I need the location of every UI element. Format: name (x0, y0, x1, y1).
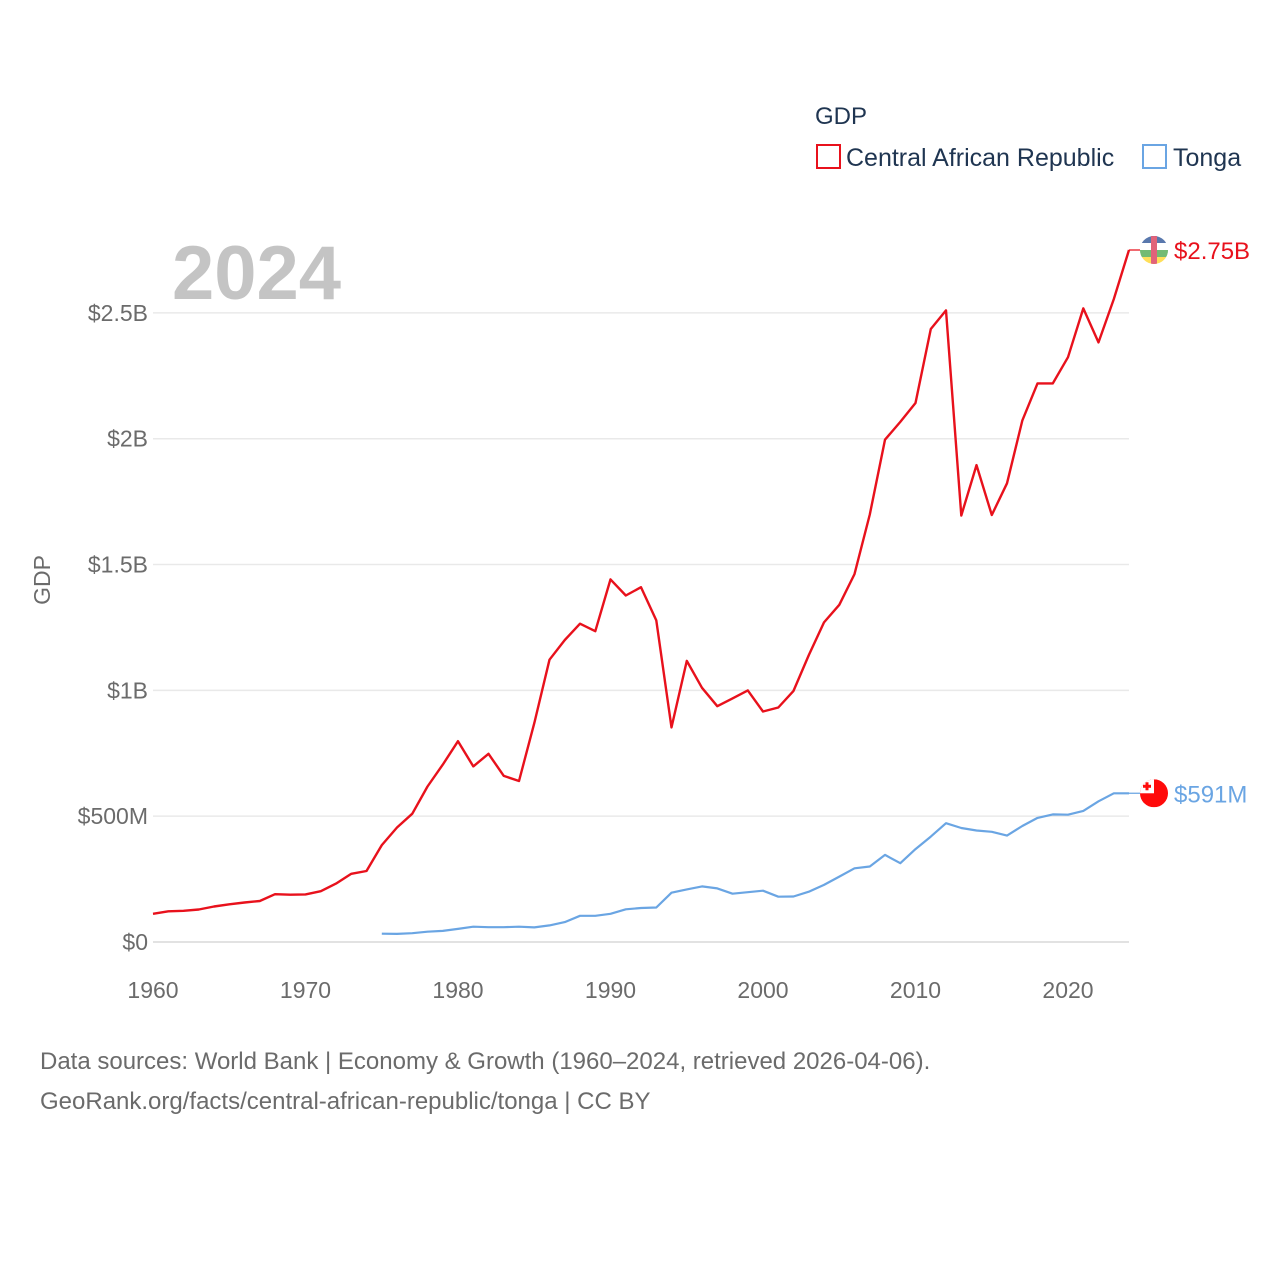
legend-swatch-central-african-republic[interactable] (816, 144, 841, 169)
x-tick-label: 1970 (280, 977, 331, 1003)
x-tick-label: 2010 (890, 977, 941, 1003)
end-value-central-african-republic: $2.75B (1174, 238, 1250, 265)
legend-swatch-tonga[interactable] (1142, 144, 1167, 169)
source-line-2[interactable]: GeoRank.org/facts/central-african-republ… (40, 1088, 651, 1115)
legend-entry-tonga[interactable]: Tonga (1173, 144, 1241, 172)
x-tick-label: 2000 (737, 977, 788, 1003)
x-tick-label: 1980 (432, 977, 483, 1003)
legend-title: GDP (815, 103, 867, 130)
series-line-tonga[interactable] (381, 792, 1129, 936)
y-tick-label: $1.5B (88, 552, 148, 578)
legend: GDP Central African Republic Tonga (815, 103, 1241, 172)
y-tick-label: $500M (78, 803, 148, 829)
source-note: Data sources: World Bank | Economy & Gro… (40, 1042, 930, 1122)
y-axis-label: GDP (29, 555, 55, 605)
x-tick-label: 1960 (127, 977, 178, 1003)
grid-lines (153, 312, 1129, 943)
central-african-republic-flag-icon (1140, 236, 1168, 264)
x-axis-ticks: 1960 1970 1980 1990 2000 2010 2020 (127, 977, 1093, 1003)
y-tick-label: $2.5B (88, 300, 148, 326)
year-label: 2024 (172, 231, 341, 316)
y-tick-label: $1B (107, 677, 148, 703)
y-tick-label: $2B (107, 426, 148, 452)
source-line-1: Data sources: World Bank | Economy & Gro… (40, 1048, 931, 1075)
y-tick-label: $0 (122, 929, 148, 955)
end-value-tonga: $591M (1174, 781, 1247, 808)
y-axis-ticks: $0 $500M $1B $1.5B $2B $2.5B (78, 300, 148, 955)
legend-entry-central-african-republic[interactable]: Central African Republic (846, 144, 1114, 172)
x-tick-label: 2020 (1042, 977, 1093, 1003)
series-line-central-african-republic[interactable] (152, 249, 1131, 915)
x-tick-label: 1990 (585, 977, 636, 1003)
tonga-flag-icon (1140, 779, 1168, 808)
series-lines (152, 249, 1154, 936)
